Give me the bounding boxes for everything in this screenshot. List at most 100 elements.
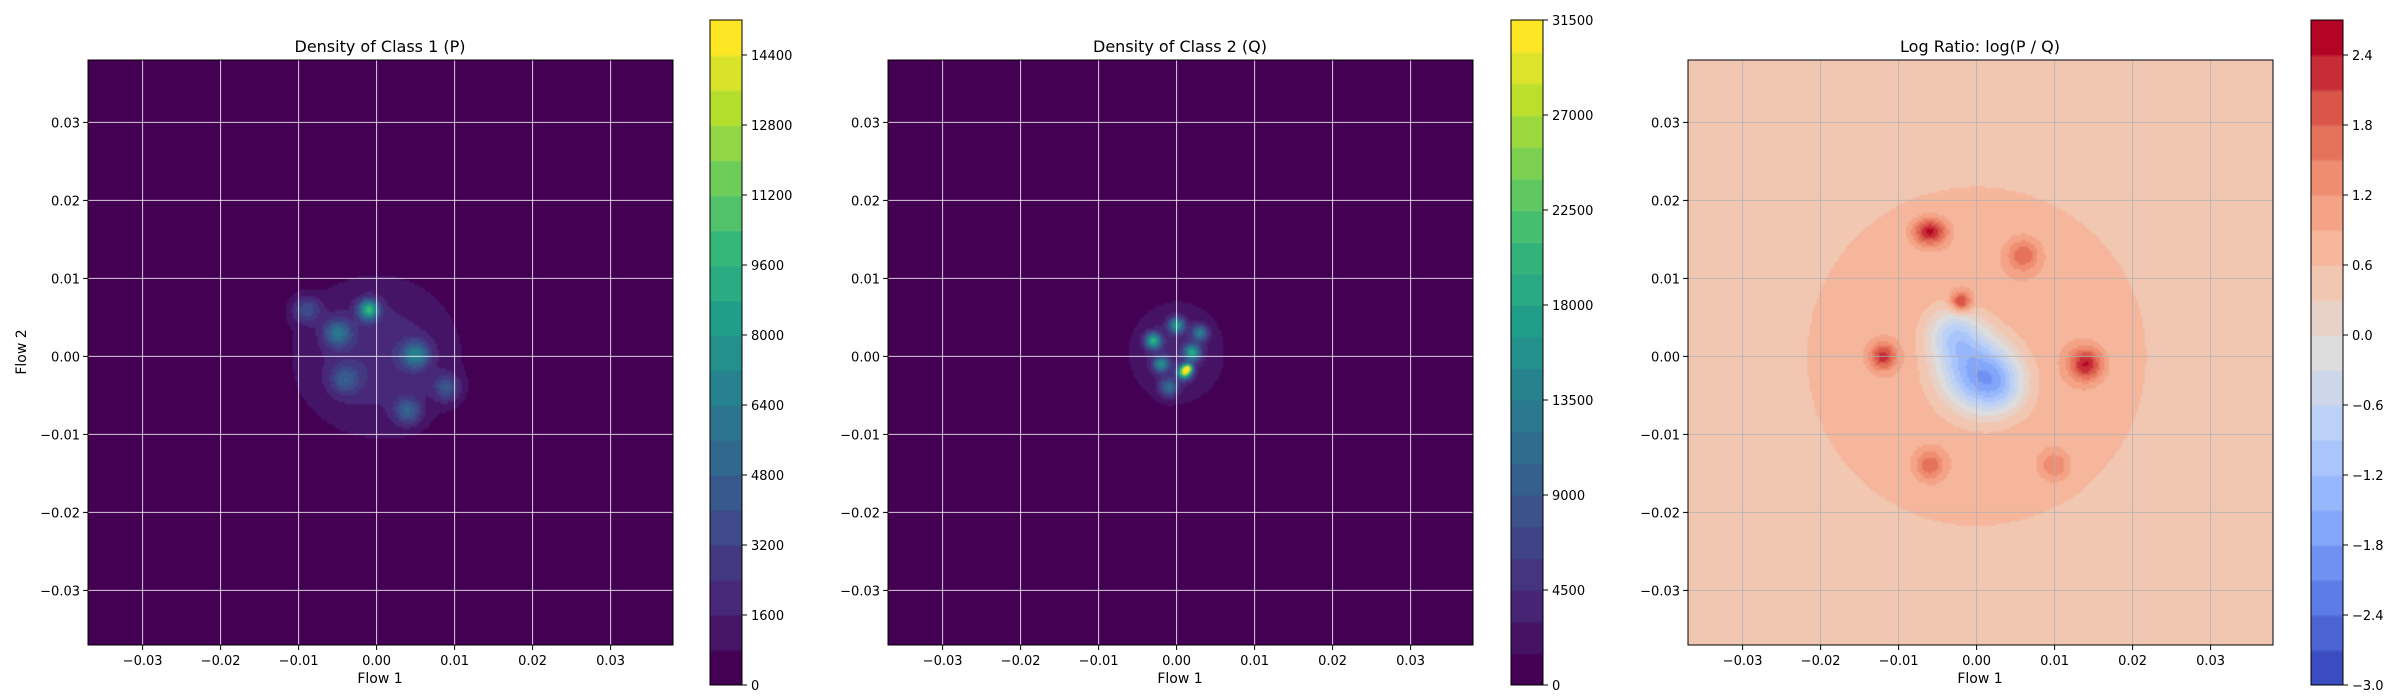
panel-log-ratio: Log Ratio: log(P / Q) −0.03 −0.02 −0.01 0.0… [1640,19,2384,694]
y-tick-label: 0.02 [851,194,880,209]
x-tick-label: −0.02 [1801,654,1841,669]
panel-title: Log Ratio: log(P / Q) [1900,37,2060,56]
colorbar-tick-label: 3200 [751,539,784,554]
x-tick-label: 0.00 [362,654,391,669]
colorbar-tick-label: 2.4 [2352,49,2373,64]
y-tick-label: −0.01 [40,428,80,443]
x-tick-label: 0.03 [2196,654,2225,669]
x-tick-label: −0.01 [1079,654,1119,669]
colorbar-frame [1510,19,1544,686]
y-tick-label: 0.00 [1651,350,1680,365]
x-tick-label: 0.02 [1318,654,1347,669]
y-tick-label: −0.02 [1640,506,1680,521]
y-tick-label: 0.03 [851,116,880,131]
colorbar-tick-label: 1.2 [2352,189,2373,204]
x-tick-label: 0.01 [1240,654,1269,669]
x-tick-label: −0.03 [123,654,163,669]
x-axis-ticks: −0.03 −0.02 −0.01 0.00 0.01 0.02 0.03 [123,645,625,669]
colorbar-tick-label: 27000 [1552,109,1593,124]
y-axis-ticks: −0.03 −0.02 −0.01 0.00 0.01 0.02 0.03 [840,116,888,599]
colorbar-tick-label: 1600 [751,609,784,624]
gridlines [88,60,673,645]
y-tick-label: 0.02 [1651,194,1680,209]
colorbar-image [1511,20,1543,685]
gridlines [888,60,1473,645]
x-tick-label: 0.03 [1396,654,1425,669]
colorbar-tick-label: 31500 [1552,14,1593,29]
colorbar-tick-label: 1.8 [2352,119,2373,134]
heatmap-image [888,60,1473,645]
colorbar-ticks: −3.0 −2.4 −1.8 −1.2 −0.6 0.0 0.6 1.2 1.8 2.4 [2343,49,2384,694]
x-tick-label: 0.03 [596,654,625,669]
panel-class2-density: Density of Class 2 (Q) −0.03 −0.02 −0.01 0.… [840,14,1593,694]
y-tick-label: 0.00 [851,350,880,365]
x-tick-label: 0.00 [1162,654,1191,669]
colorbar-tick-label: −0.6 [2352,399,2384,414]
panel-title: Density of Class 2 (Q) [1093,37,1267,56]
y-axis-ticks: −0.03 −0.02 −0.01 0.00 0.01 0.02 0.03 [40,116,88,599]
x-tick-label: −0.03 [1723,654,1763,669]
y-tick-label: −0.01 [840,428,880,443]
colorbar-tick-label: 13500 [1552,394,1593,409]
y-tick-label: 0.00 [51,350,80,365]
colorbar-tick-label: 18000 [1552,299,1593,314]
y-tick-label: −0.03 [40,584,80,599]
colorbar-tick-label: 9000 [1552,489,1585,504]
x-axis-label: Flow 1 [1957,671,2002,687]
x-tick-label: −0.01 [279,654,319,669]
gridlines [1688,60,2273,645]
colorbar-tick-label: −2.4 [2352,609,2384,624]
colorbar-tick-label: −1.8 [2352,539,2384,554]
x-axis-label: Flow 1 [357,671,402,687]
x-tick-label: 0.01 [440,654,469,669]
y-tick-label: 0.01 [51,272,80,287]
x-tick-label: 0.02 [518,654,547,669]
colorbar-tick-label: 0.6 [2352,259,2373,274]
plot-frame [1687,59,2274,646]
colorbar-tick-label: 0.0 [2352,329,2373,344]
panel-class1-density: Density of Class 1 (P) −0.03 −0.02 −0.01 0.… [14,19,792,694]
x-tick-label: 0.00 [1962,654,1991,669]
colorbar-image [710,20,742,685]
colorbar-frame [709,19,743,686]
x-tick-label: 0.01 [2040,654,2069,669]
y-tick-label: 0.01 [1651,272,1680,287]
y-tick-label: 0.02 [51,194,80,209]
x-tick-label: −0.03 [923,654,963,669]
y-tick-label: 0.01 [851,272,880,287]
y-axis-label: Flow 2 [14,329,30,374]
y-tick-label: −0.03 [1640,584,1680,599]
colorbar-tick-label: 6400 [751,399,784,414]
x-axis-ticks: −0.03 −0.02 −0.01 0.00 0.01 0.02 0.03 [1723,645,2225,669]
colorbar-tick-label: 8000 [751,329,784,344]
colorbar-tick-label: 0 [1552,679,1560,694]
plot-frame [887,59,1474,646]
colorbar-tick-label: −1.2 [2352,469,2384,484]
colorbar-frame [2310,19,2344,686]
colorbar-tick-label: 14400 [751,49,792,64]
colorbar-tick-label: 12800 [751,119,792,134]
plot-frame [87,59,674,646]
heatmap-image [1688,60,2273,645]
x-tick-label: −0.02 [201,654,241,669]
y-tick-label: 0.03 [51,116,80,131]
colorbar-image [2311,20,2343,685]
panel-title: Density of Class 1 (P) [295,37,466,56]
colorbar-tick-label: 4500 [1552,584,1585,599]
y-axis-ticks: −0.03 −0.02 −0.01 0.00 0.01 0.02 0.03 [1640,116,1688,599]
x-axis-label: Flow 1 [1157,671,1202,687]
colorbar-tick-label: 22500 [1552,204,1593,219]
colorbar-ticks: 0 4500 9000 13500 18000 22500 27000 31500 [1543,14,1593,694]
x-tick-label: −0.02 [1001,654,1041,669]
y-tick-label: −0.02 [840,506,880,521]
x-tick-label: −0.01 [1879,654,1919,669]
x-axis-ticks: −0.03 −0.02 −0.01 0.00 0.01 0.02 0.03 [923,645,1425,669]
heatmap-image [88,60,673,645]
y-tick-label: −0.03 [840,584,880,599]
y-tick-label: 0.03 [1651,116,1680,131]
colorbar-tick-label: 9600 [751,259,784,274]
y-tick-label: −0.01 [1640,428,1680,443]
y-tick-label: −0.02 [40,506,80,521]
colorbar-tick-label: 0 [751,679,759,694]
